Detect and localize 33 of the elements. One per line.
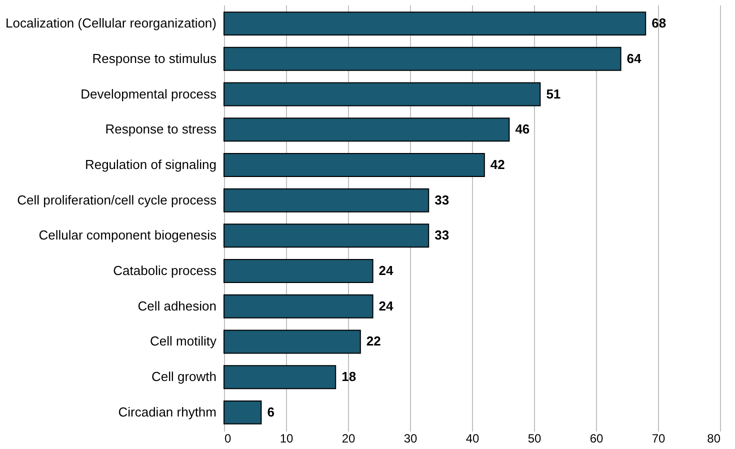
y-tick-label: Developmental process xyxy=(80,86,217,102)
data-label: 22 xyxy=(366,334,381,349)
y-tick-label: Response to stimulus xyxy=(92,50,217,66)
x-tick-label: 80 xyxy=(707,432,721,446)
y-tick-label: Cell growth xyxy=(151,369,216,384)
data-label: 33 xyxy=(434,192,450,208)
data-label: 33 xyxy=(434,228,450,243)
y-tick-label: Regulation of signaling xyxy=(84,156,216,172)
x-tick-label: 20 xyxy=(342,432,356,446)
data-label: 51 xyxy=(546,86,561,102)
y-tick-label: Cell adhesion xyxy=(138,298,216,314)
data-label: 6 xyxy=(267,404,274,420)
x-tick-label: 0 xyxy=(224,432,232,446)
y-tick-label: Localization (Cellular reorganization) xyxy=(6,16,216,31)
x-tick-label: 50 xyxy=(528,432,542,446)
x-tick-label: 30 xyxy=(404,432,418,446)
y-tick-label: Cell motility xyxy=(150,334,217,349)
y-tick-label: Catabolic process xyxy=(113,263,217,278)
data-label: 46 xyxy=(515,122,530,137)
y-tick-label: Cellular component biogenesis xyxy=(38,228,217,243)
data-label: 64 xyxy=(626,50,642,66)
x-tick-label: 10 xyxy=(280,432,294,446)
y-tick-label: Circadian rhythm xyxy=(118,404,216,420)
x-tick-label: 70 xyxy=(652,432,666,446)
data-label: 42 xyxy=(490,156,505,172)
y-tick-label: Response to stress xyxy=(105,122,217,137)
data-label: 18 xyxy=(342,369,356,384)
data-label: 24 xyxy=(378,298,394,314)
data-label: 24 xyxy=(378,263,394,278)
x-tick-label: 60 xyxy=(590,432,604,446)
y-tick-label: Cell proliferation/cell cycle process xyxy=(17,192,217,208)
x-tick-label: 40 xyxy=(466,432,480,446)
data-label: 68 xyxy=(652,16,666,31)
